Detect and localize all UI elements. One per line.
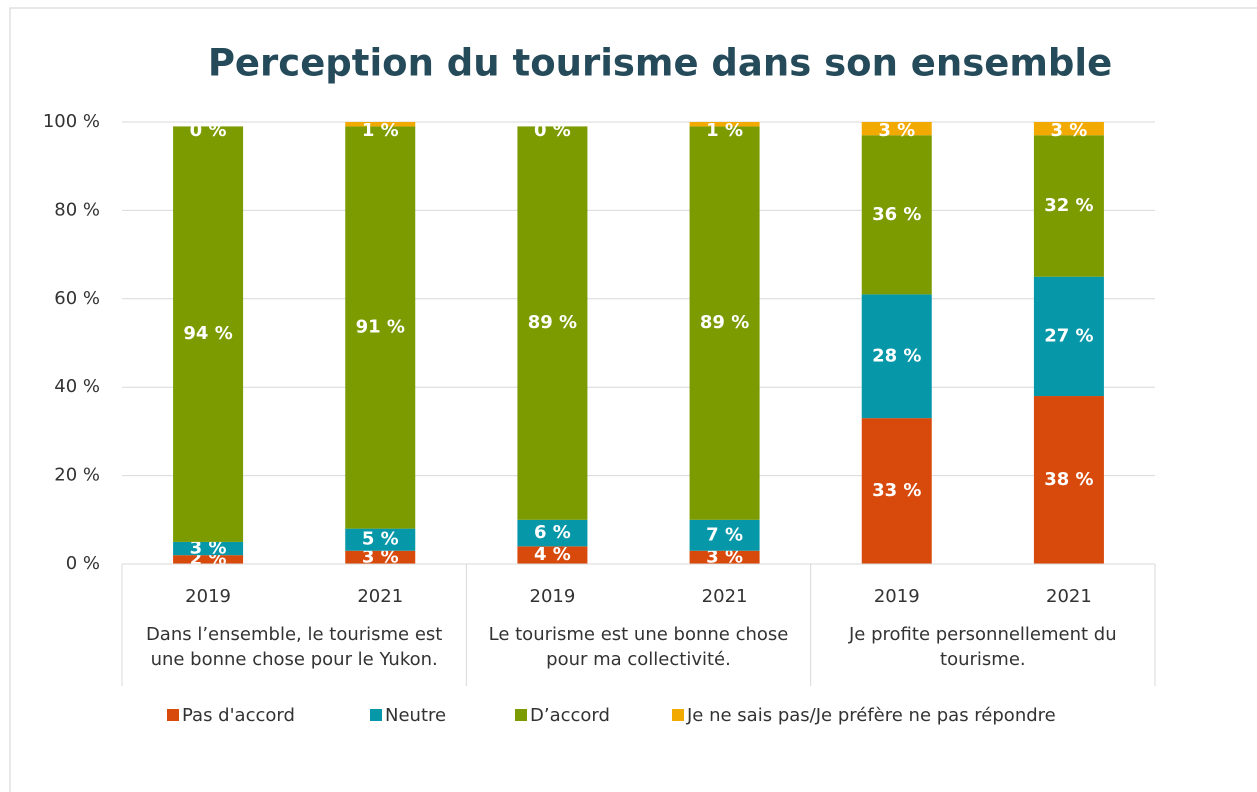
x-tick-label: 2019 — [874, 586, 920, 607]
legend-label: Pas d'accord — [182, 705, 295, 726]
bar-segment — [345, 550, 416, 564]
bar-segment — [173, 126, 244, 542]
data-label: 0 % — [534, 120, 571, 141]
bar-segment — [173, 555, 244, 564]
x-tick-label: 2021 — [1046, 586, 1092, 607]
x-tick-label: 2019 — [530, 586, 576, 607]
data-label: 28 % — [872, 345, 921, 366]
group-label: Dans l’ensemble, le tourisme est une bon… — [145, 624, 443, 670]
y-tick-label: 80 % — [54, 199, 100, 220]
bar-segment — [689, 519, 760, 551]
bar-segment — [1033, 135, 1104, 277]
legend-label: Neutre — [385, 705, 446, 726]
legend-label: Je ne sais pas/Je préfère ne pas répondr… — [686, 705, 1056, 726]
chart-title: Perception du tourisme dans son ensemble — [208, 42, 1112, 85]
bar-segment — [517, 519, 588, 547]
data-label: 4 % — [534, 544, 571, 565]
data-label: 89 % — [528, 312, 577, 333]
data-label: 32 % — [1044, 195, 1093, 216]
bar-segment — [1033, 122, 1104, 136]
data-label: 3 % — [1051, 120, 1088, 141]
legend-swatch — [515, 709, 527, 721]
bar-segment — [689, 126, 760, 520]
x-tick-label: 2019 — [185, 586, 231, 607]
bar-segment — [517, 546, 588, 564]
bar-segment — [173, 541, 244, 556]
y-tick-label: 20 % — [54, 465, 100, 486]
data-label: 91 % — [356, 317, 405, 338]
data-label: 38 % — [1044, 469, 1093, 490]
x-tick-label: 2021 — [702, 586, 748, 607]
data-label: 6 % — [534, 522, 571, 543]
data-label: 89 % — [700, 312, 749, 333]
x-tick-label: 2021 — [357, 586, 403, 607]
y-tick-label: 100 % — [43, 111, 100, 132]
y-tick-label: 0 % — [66, 553, 100, 574]
group-label: Le tourisme est une bonne chose pour ma … — [488, 624, 789, 670]
data-label: 1 % — [362, 120, 399, 141]
data-label: 33 % — [872, 480, 921, 501]
data-label: 3 % — [190, 538, 227, 559]
bar-segment — [689, 550, 760, 564]
legend-swatch — [672, 709, 684, 721]
bar-segment — [861, 418, 932, 564]
bar-segment — [689, 122, 760, 127]
data-label: 0 % — [190, 120, 227, 141]
data-label: 3 % — [362, 546, 399, 567]
bar-segment — [861, 122, 932, 136]
group-label: Je profite personnellement du tourisme. — [849, 624, 1117, 670]
legend-swatch — [167, 709, 179, 721]
y-tick-label: 40 % — [54, 376, 100, 397]
data-label: 3 % — [706, 546, 743, 567]
bar-segment — [345, 528, 416, 551]
legend-label: D’accord — [530, 705, 610, 726]
bar-segment — [861, 294, 932, 419]
legend-swatch — [370, 709, 382, 721]
bar-segment — [345, 122, 416, 127]
bar-segment — [1033, 276, 1104, 397]
data-label: 27 % — [1044, 325, 1093, 346]
data-label: 5 % — [362, 529, 399, 550]
data-label: 94 % — [183, 323, 232, 344]
data-label: 3 % — [878, 120, 915, 141]
bar-segment — [861, 135, 932, 295]
data-label: 7 % — [706, 524, 743, 545]
bar-segment — [517, 126, 588, 520]
y-tick-label: 60 % — [54, 288, 100, 309]
data-label: 1 % — [706, 120, 743, 141]
bar-segment — [1033, 396, 1104, 564]
bar-segment — [345, 126, 416, 529]
data-label: 36 % — [872, 204, 921, 225]
chart-frame — [9, 7, 1257, 792]
